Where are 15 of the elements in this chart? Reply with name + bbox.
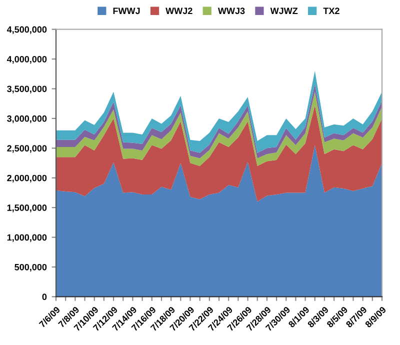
legend-label: WWJ2 xyxy=(166,8,192,14)
y-tick-label: 3,500,000 xyxy=(7,86,47,94)
y-tick-label: 2,500,000 xyxy=(7,145,47,153)
legend-label: WJWZ xyxy=(270,8,298,14)
y-tick-label: 4,500,000 xyxy=(6,26,47,34)
legend-label: TX2 xyxy=(323,8,340,14)
y-tick-label: 3,000,000 xyxy=(7,115,47,124)
y-tick-label: 1,000,000 xyxy=(7,234,47,242)
y-tick-label: 4,000,000 xyxy=(6,56,47,64)
y-tick-label: 500,000 xyxy=(14,264,47,272)
y-tick-label: 1,500,000 xyxy=(7,204,47,212)
legend-label: FWWJ xyxy=(113,8,140,14)
y-tick-label: 2,000,000 xyxy=(7,174,47,183)
legend-label: WWJ3 xyxy=(218,8,245,14)
y-tick-label: 0 xyxy=(42,294,47,300)
